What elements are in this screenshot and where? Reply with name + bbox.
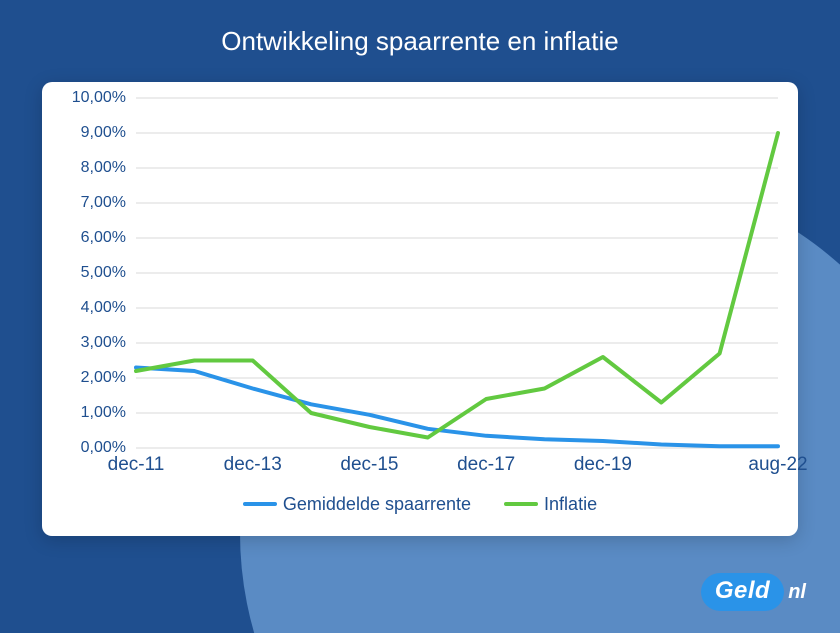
y-axis-labels: 0,00%1,00%2,00%3,00%4,00%5,00%6,00%7,00%… [42, 98, 132, 448]
chart-svg [136, 98, 778, 448]
legend: Gemiddelde spaarrente Inflatie [42, 490, 798, 515]
y-tick-label: 9,00% [81, 124, 126, 142]
legend-swatch-spaarrente [243, 502, 277, 506]
y-tick-label: 5,00% [81, 264, 126, 282]
y-tick-label: 8,00% [81, 159, 126, 177]
legend-label-inflatie: Inflatie [544, 494, 597, 515]
y-tick-label: 2,00% [81, 369, 126, 387]
plot-area [136, 98, 778, 448]
y-tick-label: 3,00% [81, 334, 126, 352]
y-tick-label: 4,00% [81, 299, 126, 317]
legend-swatch-inflatie [504, 502, 538, 506]
legend-item-spaarrente: Gemiddelde spaarrente [243, 494, 471, 515]
logo-main: Geld [701, 573, 784, 611]
x-tick-label: aug-22 [748, 454, 807, 476]
x-tick-label: dec-13 [224, 454, 282, 476]
line-spaarrente [136, 368, 778, 447]
chart-title: Ontwikkeling spaarrente en inflatie [0, 26, 840, 57]
y-tick-label: 6,00% [81, 229, 126, 247]
x-axis-labels: dec-11dec-13dec-15dec-17dec-19aug-22 [136, 454, 778, 478]
chart-frame: Ontwikkeling spaarrente en inflatie 0,00… [0, 0, 840, 633]
y-tick-label: 7,00% [81, 194, 126, 212]
legend-item-inflatie: Inflatie [504, 494, 597, 515]
legend-label-spaarrente: Gemiddelde spaarrente [283, 494, 471, 515]
x-tick-label: dec-17 [457, 454, 515, 476]
chart-card: 0,00%1,00%2,00%3,00%4,00%5,00%6,00%7,00%… [42, 82, 798, 536]
y-tick-label: 10,00% [72, 89, 126, 107]
x-tick-label: dec-11 [108, 454, 165, 476]
x-tick-label: dec-19 [574, 454, 632, 476]
y-tick-label: 1,00% [81, 404, 126, 422]
logo: Geld nl [701, 573, 806, 611]
x-tick-label: dec-15 [340, 454, 398, 476]
logo-suffix: nl [788, 581, 806, 604]
line-inflatie [136, 133, 778, 438]
